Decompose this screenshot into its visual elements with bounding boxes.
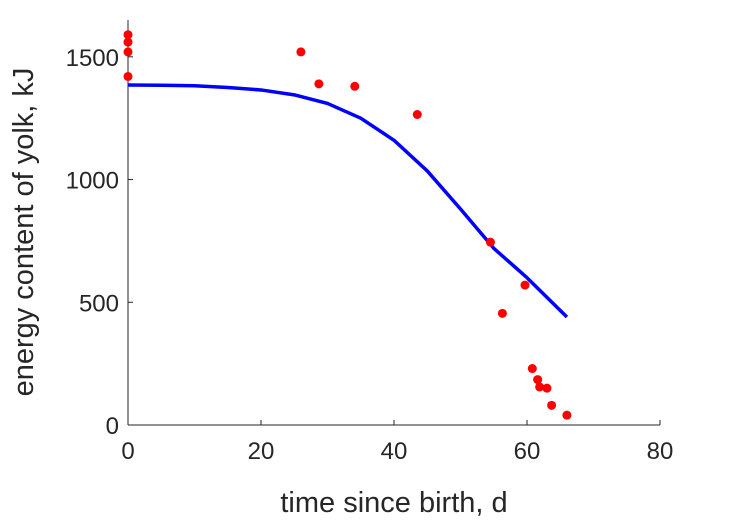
x-tick-label: 0 [121, 438, 134, 465]
data-point [542, 383, 552, 393]
data-point [123, 30, 133, 40]
data-point [535, 382, 545, 392]
data-point [123, 37, 133, 47]
x-axis-label: time since birth, d [280, 487, 507, 519]
data-point [527, 364, 537, 374]
data-points [123, 30, 572, 420]
y-tick-label: 1000 [66, 168, 119, 195]
fit-series [127, 83, 569, 319]
y-tick-label: 500 [79, 290, 119, 317]
data-point [412, 110, 422, 119]
axes [127, 20, 661, 426]
data-point [314, 79, 324, 89]
data-point [296, 47, 306, 57]
fit-curve [127, 83, 569, 319]
data-point [547, 400, 557, 410]
data-point [350, 81, 360, 91]
data-point [497, 308, 507, 318]
x-tick-label: 80 [647, 438, 674, 465]
y-tick-label: 1500 [66, 45, 119, 72]
x-tick-label: 20 [248, 438, 275, 465]
y-axis-label: energy content of yolk, kJ [8, 68, 40, 397]
y-tick-label: 0 [106, 413, 119, 440]
data-point [562, 410, 572, 420]
tick-labels: 0 20 40 60 80 0 500 1000 1500 [66, 45, 674, 465]
data-point [485, 237, 495, 247]
x-tick-label: 60 [514, 438, 541, 465]
x-tick-label: 40 [381, 438, 408, 465]
data-point [123, 71, 133, 81]
data-point [520, 280, 530, 290]
data-point [123, 47, 133, 57]
data-point [533, 375, 543, 385]
